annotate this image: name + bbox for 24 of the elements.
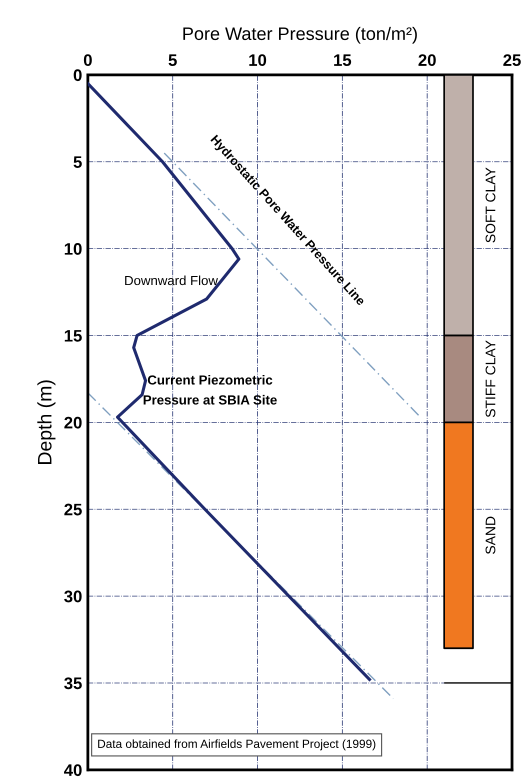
x-axis-title: Pore Water Pressure (ton/m²): [183, 26, 417, 44]
annotation: Data obtained from Airfields Pavement Project (1999): [98, 739, 376, 750]
x-tick-label: 0: [84, 54, 92, 66]
line-series: [88, 82, 372, 682]
y-tick-label: 20: [64, 416, 82, 429]
y-tick-label: 0: [74, 69, 82, 82]
annotation: Downward Flow: [125, 275, 218, 286]
y-tick-label: 30: [64, 590, 82, 602]
x-tick-label: 15: [334, 54, 352, 66]
x-tick-label: 5: [168, 54, 177, 66]
y-tick-label: 25: [64, 504, 82, 516]
band-label: SAND: [486, 516, 496, 554]
band-label: STIFF CLAY: [486, 340, 496, 418]
annotation: Current Piezometric Pressure at SBIA Site: [144, 374, 277, 405]
y-tick-label: 5: [74, 156, 82, 168]
y-tick-label: 10: [64, 243, 82, 255]
y-axis-title: Depth (m): [37, 380, 56, 464]
band-label: SOFT CLAY: [486, 168, 496, 243]
y-tick-label: 15: [64, 330, 82, 342]
y-tick-label: 40: [64, 764, 82, 776]
x-tick-label: 25: [503, 54, 521, 66]
x-tick-label: 20: [418, 54, 436, 66]
y-tick-label: 35: [64, 677, 82, 690]
x-tick-label: 10: [249, 54, 266, 66]
